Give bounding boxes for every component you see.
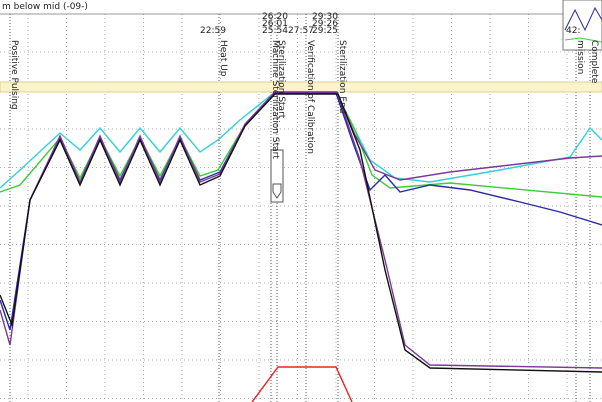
chart-title: m below mid (-09-) bbox=[2, 2, 88, 12]
time-label: 25:54 bbox=[262, 26, 288, 36]
event-label: Verification of Calibration bbox=[305, 40, 315, 154]
curve-red bbox=[251, 366, 353, 402]
event-label: Sterilization Start bbox=[276, 40, 286, 119]
curve-purple bbox=[0, 91, 602, 369]
time-label: 29:30 bbox=[312, 12, 338, 22]
target-band bbox=[0, 81, 602, 93]
time-label: 29:25 bbox=[312, 26, 338, 36]
inset-curve bbox=[564, 6, 602, 32]
time-label: 42: bbox=[566, 26, 580, 36]
time-label: 26:01 bbox=[262, 19, 288, 29]
labels: Positive Pulsing Heat Up Machine Steriliza… bbox=[9, 12, 599, 159]
grid bbox=[0, 14, 602, 402]
event-label: Complete bbox=[589, 40, 599, 84]
event-label: Heat Up bbox=[218, 40, 228, 77]
time-label: 27:57 bbox=[288, 26, 314, 36]
time-label: 29:26 bbox=[312, 19, 338, 29]
event-label: Machine Sterilization Start bbox=[270, 40, 280, 159]
curve-green bbox=[0, 92, 602, 198]
event-label: Positive Pulsing bbox=[9, 40, 19, 110]
inset-curve bbox=[564, 37, 602, 43]
scroll-arrow bbox=[272, 183, 282, 199]
event-label: Sterilization End bbox=[337, 40, 347, 113]
event-label: mission bbox=[575, 40, 585, 74]
curve-cyan bbox=[0, 91, 602, 189]
curve-black bbox=[0, 93, 602, 373]
time-label: 22:59 bbox=[200, 26, 226, 36]
time-label: 26:20 bbox=[262, 12, 288, 22]
